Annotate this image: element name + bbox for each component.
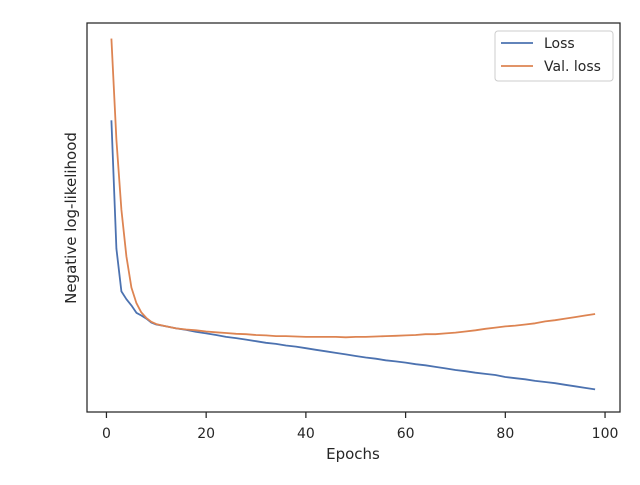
legend-label-loss: Loss [544,36,575,52]
x-tick-label: 0 [102,426,111,442]
x-tick-label: 20 [197,426,215,442]
x-axis-label: Epochs [326,445,380,463]
x-tick-label: 80 [496,426,514,442]
x-tick-label: 60 [397,426,415,442]
x-tick-label: 100 [592,426,619,442]
series-line-loss [110,120,596,391]
plot-lines [110,38,596,391]
y-axis-label: Negative log-likelihood [62,132,80,304]
x-axis-ticks: 0 20 40 60 80 100 [102,412,618,442]
x-tick-label: 40 [297,426,315,442]
legend-label-val-loss: Val. loss [544,59,601,75]
plot-frame [86,22,621,413]
series-line-val-loss [110,38,596,339]
legend: Loss Val. loss [494,30,614,82]
